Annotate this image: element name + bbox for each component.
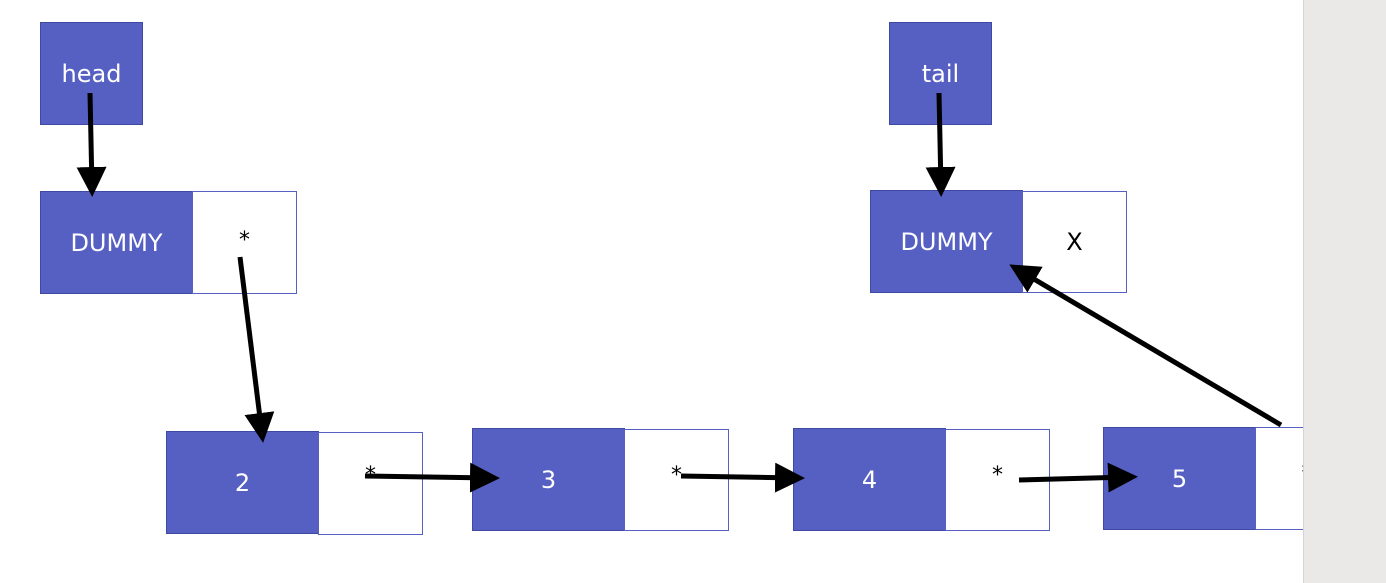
tail-dummy-next-cell: X: [1022, 191, 1127, 293]
node-next-cell: *: [945, 429, 1050, 531]
node-value-label: 3: [540, 465, 557, 494]
tail-pointer-box: tail: [889, 22, 992, 125]
head-dummy-next-label: *: [239, 228, 250, 253]
tail-dummy-next-label: X: [1066, 228, 1083, 256]
head-pointer-label: head: [61, 59, 122, 88]
node-next-cell: *: [318, 432, 423, 535]
node-next-cell: *: [624, 429, 729, 531]
node-next-label: *: [992, 463, 1003, 488]
node-next-label: *: [671, 463, 682, 488]
head-dummy-value-cell: DUMMY: [40, 191, 193, 294]
node-value-cell: 2: [166, 431, 319, 534]
node-value-label: 5: [1171, 464, 1188, 493]
diagram-canvas: head tail DUMMY * DUMMY X 2 * 3 * 4 * 5 …: [40, 22, 1359, 535]
node-value-label: 2: [234, 468, 251, 497]
side-panel: [1303, 0, 1386, 583]
head-dummy-next-cell: *: [192, 191, 297, 294]
tail-pointer-label: tail: [921, 59, 960, 88]
node-value-cell: 5: [1103, 427, 1256, 530]
head-pointer-box: head: [40, 22, 143, 125]
node-value-cell: 4: [793, 428, 946, 531]
node-value-cell: 3: [472, 428, 625, 531]
head-dummy-label: DUMMY: [70, 228, 163, 257]
tail-dummy-value-cell: DUMMY: [870, 190, 1023, 293]
node-next-label: *: [365, 463, 376, 488]
node-value-label: 4: [861, 465, 878, 494]
tail-dummy-label: DUMMY: [900, 227, 993, 256]
